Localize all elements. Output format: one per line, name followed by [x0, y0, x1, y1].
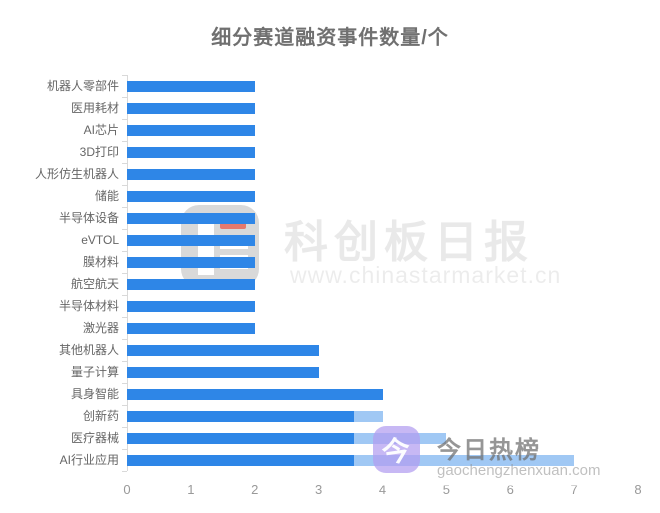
category-label: 半导体设备 — [58, 211, 119, 225]
y-axis-line — [127, 75, 128, 471]
bar-row — [127, 256, 255, 268]
category-label: 半导体材料 — [58, 299, 119, 313]
bar-row — [127, 102, 255, 114]
y-axis-tick — [122, 141, 127, 142]
badge-url: gaochengzhenxuan.com — [437, 462, 601, 479]
bar-row — [127, 190, 255, 202]
x-axis-tick-label: 7 — [570, 482, 578, 497]
bar-row — [127, 278, 255, 290]
bar-row — [127, 366, 319, 378]
category-label: 3D打印 — [79, 145, 119, 159]
bar-row — [127, 344, 319, 356]
y-axis-tick — [122, 361, 127, 362]
bar-row — [127, 234, 255, 246]
y-axis-tick — [122, 339, 127, 340]
x-axis-tick-label: 3 — [315, 482, 323, 497]
bar-row — [127, 146, 255, 158]
watermark-brand-text: 科创板日报 — [284, 218, 534, 267]
bar-row — [127, 322, 255, 334]
y-axis-tick — [122, 317, 127, 318]
bar-row — [127, 212, 255, 224]
y-axis-tick — [122, 207, 127, 208]
y-axis-tick — [122, 229, 127, 230]
y-axis-tick — [122, 383, 127, 384]
chart-title: 细分赛道融资事件数量/个 — [211, 27, 449, 49]
category-label: 医疗器械 — [70, 431, 119, 445]
y-axis-tick — [122, 185, 127, 186]
bar-row — [127, 432, 447, 444]
bar-row — [127, 124, 255, 136]
category-label: 航空航天 — [70, 277, 119, 291]
category-label: eVTOL — [81, 233, 119, 247]
x-axis-tick-label: 6 — [506, 482, 514, 497]
logo-red-block — [220, 218, 246, 229]
category-label: 储能 — [94, 189, 119, 203]
bar-row — [127, 300, 255, 312]
x-axis-tick-label: 1 — [187, 482, 195, 497]
bar-row — [127, 388, 383, 400]
y-axis-tick — [122, 251, 127, 252]
watermark-url-text: www.chinastarmarket.cn — [290, 262, 562, 288]
bar-row — [127, 168, 255, 180]
category-label: 量子计算 — [70, 365, 119, 379]
jin-character-glyph: 今 — [380, 433, 413, 469]
x-axis-tick-label: 0 — [123, 482, 131, 497]
bar-row — [127, 410, 383, 422]
x-axis-tick-label: 4 — [378, 482, 387, 497]
y-axis-tick — [122, 405, 127, 406]
category-label: 激光器 — [82, 321, 119, 335]
bar-row — [127, 454, 575, 466]
bar-row — [127, 80, 255, 92]
category-label: 其他机器人 — [58, 343, 119, 357]
y-axis-tick — [122, 75, 127, 76]
y-axis-tick — [122, 273, 127, 274]
y-axis-tick — [122, 449, 127, 450]
badge-label: 今日热榜 — [437, 437, 541, 464]
category-label: AI芯片 — [83, 123, 119, 137]
category-label: 医用耗材 — [70, 101, 119, 115]
category-label: AI行业应用 — [59, 453, 119, 467]
category-label: 具身智能 — [70, 387, 119, 401]
category-label: 人形仿生机器人 — [34, 167, 119, 181]
x-axis-tick-label: 8 — [634, 482, 642, 497]
hot-list-app-icon: 今 — [373, 426, 420, 473]
y-axis-tick — [122, 119, 127, 120]
category-label: 创新药 — [82, 409, 119, 423]
x-axis-tick-label: 5 — [442, 482, 450, 497]
y-axis-tick — [122, 97, 127, 98]
y-axis-tick — [122, 163, 127, 164]
y-axis-tick — [122, 295, 127, 296]
category-label: 机器人零部件 — [46, 79, 119, 93]
x-axis-tick-label: 2 — [251, 482, 259, 497]
y-axis-tick — [122, 471, 127, 472]
category-label: 膜材料 — [82, 255, 119, 269]
y-axis-tick — [122, 427, 127, 428]
